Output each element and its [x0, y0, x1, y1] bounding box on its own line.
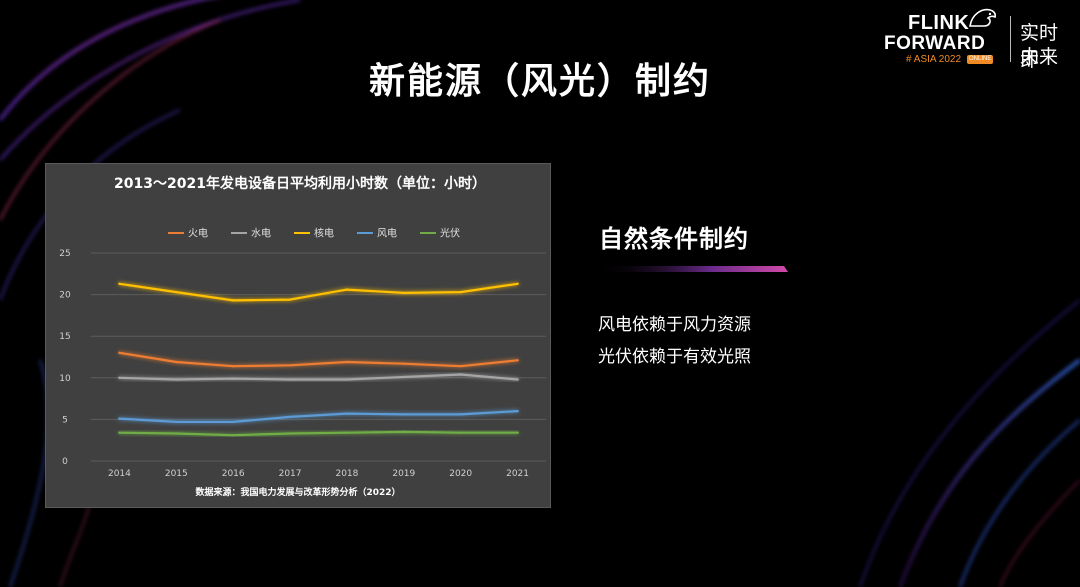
- y-tick-label: 0: [62, 457, 68, 467]
- line-chart: 0 5 10 15 20 25 2014 2015 2016 2017 2018 2019 2020 20…: [59, 227, 546, 479]
- data-point: [231, 434, 235, 437]
- data-point: [288, 298, 292, 301]
- data-point: [402, 291, 406, 295]
- data-point: [175, 360, 178, 364]
- data-point: [118, 351, 121, 355]
- data-point: [516, 378, 519, 381]
- data-point: [402, 430, 406, 434]
- data-point: [175, 420, 178, 424]
- brand-line1: FLINK: [908, 12, 970, 34]
- brand-line2: FORWARD: [884, 33, 986, 54]
- data-point: [459, 431, 462, 434]
- y-tick-label: 10: [59, 374, 71, 384]
- data-point: [231, 420, 235, 424]
- data-point: [345, 288, 349, 291]
- data-point: [516, 359, 519, 362]
- series-line: [118, 410, 519, 423]
- data-point: [345, 378, 349, 381]
- data-point: [175, 378, 178, 381]
- legend-label: 火电: [188, 227, 208, 240]
- data-point: [175, 290, 178, 294]
- slide-title: 新能源（风光）制约: [368, 61, 711, 102]
- data-point: [345, 431, 349, 434]
- data-point: [459, 413, 462, 416]
- data-point: [402, 362, 406, 365]
- bird-icon: [969, 8, 997, 27]
- series-line: [118, 351, 519, 368]
- data-point: [402, 413, 406, 416]
- accent-bar: [594, 266, 788, 272]
- data-point: [402, 375, 406, 379]
- side-heading: 自然条件制约: [599, 225, 749, 253]
- x-tick-label: 2018: [335, 469, 358, 479]
- chart-title: 2013～2021年发电设备日平均利用小时数（单位：小时）: [114, 176, 486, 192]
- data-point: [231, 377, 235, 380]
- data-point: [118, 376, 121, 379]
- data-point: [459, 290, 462, 294]
- brand-line3: # ASIA 2022: [906, 54, 962, 65]
- y-tick-label: 5: [62, 415, 68, 425]
- data-point: [118, 431, 121, 434]
- y-tick-label: 25: [59, 249, 70, 259]
- online-badge: ONLINE: [967, 55, 994, 64]
- x-tick-label: 2020: [449, 469, 472, 479]
- legend-label: 风电: [377, 227, 397, 240]
- side-text-solar: 光伏依赖于有效光照: [598, 347, 751, 367]
- series-line: [118, 373, 519, 381]
- x-tick-label: 2017: [279, 469, 302, 479]
- data-point: [345, 412, 349, 415]
- data-point: [459, 364, 462, 368]
- data-point: [288, 432, 292, 435]
- y-tick-label: 15: [59, 332, 70, 342]
- data-point: [516, 431, 519, 434]
- data-point: [118, 282, 121, 285]
- legend-label: 核电: [314, 227, 334, 240]
- data-point: [231, 299, 235, 302]
- data-point: [516, 282, 519, 285]
- x-tick-label: 2021: [506, 469, 529, 479]
- brand-zh-line2: 未来: [1020, 46, 1059, 68]
- data-point: [459, 373, 462, 376]
- data-point: [288, 378, 292, 381]
- x-tick-label: 2016: [222, 469, 245, 479]
- data-point: [175, 432, 178, 435]
- chart-source: 数据来源：我国电力发展与改革形势分析（2022）: [195, 488, 401, 498]
- flink-forward-logo: FLINK FORWARD # ASIA 2022 ONLINE 实时即 未来: [884, 6, 1074, 71]
- brand-zh-line1: 实时即: [1020, 22, 1059, 71]
- data-point: [231, 364, 235, 368]
- side-text-wind: 风电依赖于风力资源: [598, 315, 751, 335]
- data-point: [288, 415, 292, 419]
- y-tick-label: 20: [59, 291, 71, 301]
- series-line: [118, 430, 519, 437]
- x-tick-label: 2019: [392, 469, 415, 479]
- data-point: [288, 364, 292, 367]
- x-tick-label: 2014: [108, 469, 131, 479]
- data-point: [345, 360, 349, 364]
- brand-divider: [1010, 16, 1011, 62]
- legend-label: 水电: [251, 227, 271, 240]
- data-point: [516, 409, 519, 413]
- data-point: [118, 417, 121, 420]
- series-line: [118, 282, 519, 302]
- x-tick-label: 2015: [165, 469, 188, 479]
- chart-panel: 2013～2021年发电设备日平均利用小时数（单位：小时） 0 5 10 15 20 25…: [45, 163, 551, 508]
- legend-label: 光伏: [440, 227, 460, 240]
